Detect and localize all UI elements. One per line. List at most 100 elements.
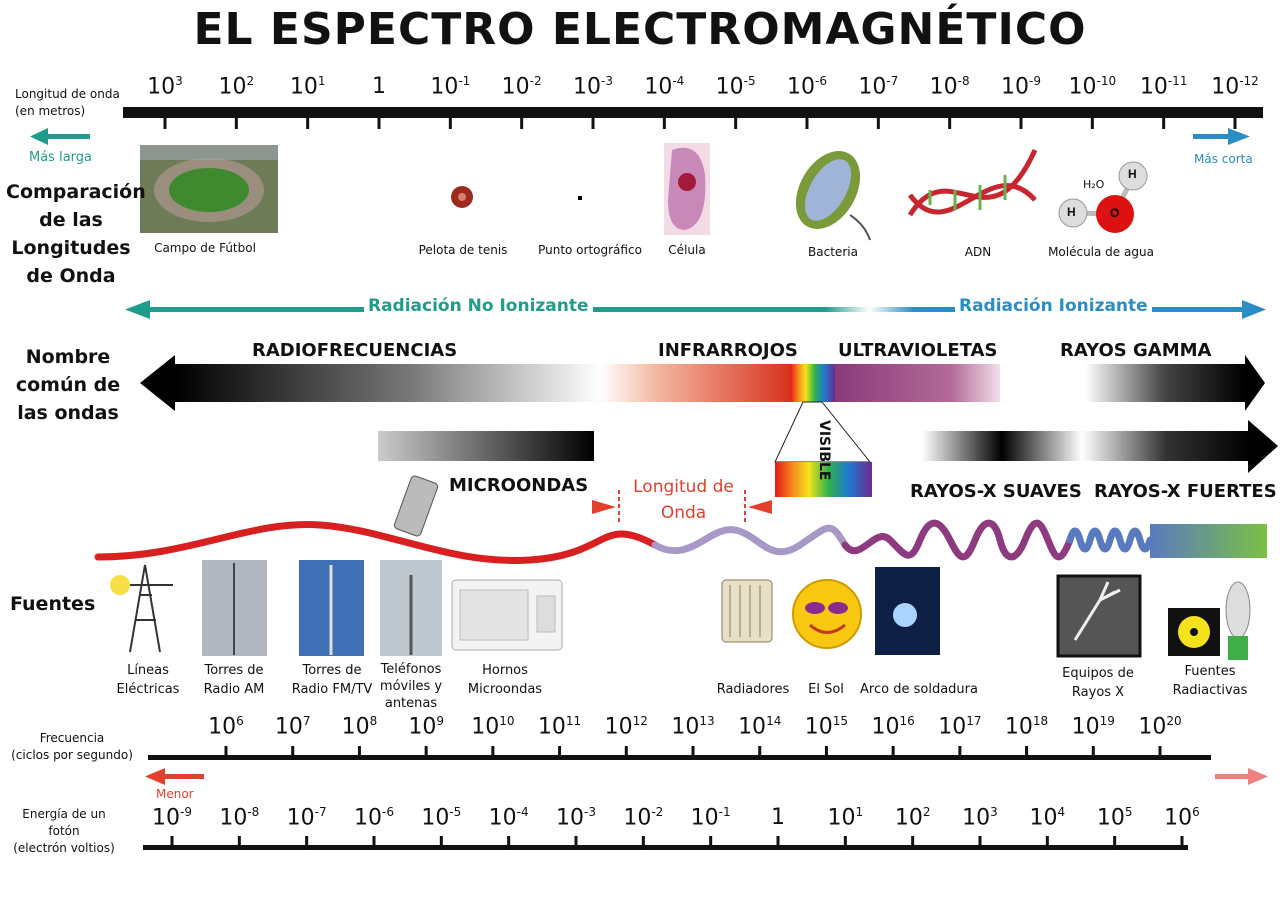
energy-axis (143, 845, 1188, 850)
wavelength-tick-mark (377, 107, 381, 129)
frequency-tick-mark (291, 746, 295, 760)
frequency-tick-mark (891, 746, 895, 760)
energy-tickmarks (170, 836, 1184, 850)
gamma-wave-end (1150, 524, 1267, 558)
frequency-tick-mark (1025, 746, 1029, 760)
frequency-tick-mark (958, 746, 962, 760)
energy-tick-mark (439, 836, 443, 850)
energy-tick-label: 10-1 (690, 805, 731, 831)
source-caption-xray: Equipos de Rayos X (1062, 666, 1134, 700)
water-o-label: O (1110, 206, 1120, 220)
wavelength-tick-label: 102 (218, 74, 255, 100)
dot-image (578, 196, 582, 200)
energy-tick-label: 101 (827, 805, 864, 831)
ultraviolet-band-label: ULTRAVIOLETAS (838, 340, 998, 361)
source-caption-power-lines: Líneas Eléctricas (116, 663, 180, 697)
source-caption-cell: Teléfonos móviles y antenas (379, 662, 443, 711)
energy-tick-mark (1180, 836, 1184, 850)
sun-image (792, 579, 862, 649)
energy-tick-label: 105 (1096, 805, 1133, 831)
source-caption-fm-tv: Torres de Radio FM/TV (291, 663, 373, 697)
energy-tick-label: 10-7 (286, 805, 327, 831)
frequency-tick-label: 109 (408, 714, 444, 740)
frequency-axis (148, 755, 1211, 760)
wavelength-tick-label: 10-6 (787, 74, 827, 100)
wavelength-indicator-label: Longitud de Onda (633, 477, 734, 523)
wavelength-tick-mark (662, 107, 666, 129)
wavelength-tick-mark (1233, 107, 1237, 129)
wavelength-tickmarks (163, 107, 1237, 129)
frequency-tick-mark (1091, 746, 1095, 760)
radioactive-source-image (1168, 581, 1251, 660)
infrared-band-label: INFRARROJOS (658, 340, 798, 361)
dna-caption: ADN (964, 245, 992, 259)
bacteria-caption: Bacteria (808, 245, 858, 259)
wave (94, 519, 1154, 564)
common-name-row-label: Nombre común de las ondas (15, 346, 121, 424)
cell-antenna-image (380, 560, 442, 656)
frequency-tick-label: 1016 (871, 714, 915, 740)
power-lines-image (110, 564, 173, 653)
soft-xray-label: RAYOS-X SUAVES (910, 481, 1082, 502)
wavelength-tick-mark (1162, 107, 1166, 129)
frequency-axis-label: Frecuencia (ciclos por segundo) (11, 731, 133, 762)
frequency-tick-mark (491, 746, 495, 760)
frequency-tick-mark (357, 746, 361, 760)
frequency-tick-label: 1013 (671, 714, 715, 740)
xray-equipment-image (1056, 574, 1142, 658)
water-h-label-top: H (1128, 167, 1137, 181)
frequency-tick-label: 1015 (804, 714, 849, 740)
frequency-tick-label: 1011 (537, 714, 582, 740)
higher-arrow (1215, 768, 1268, 785)
frequency-tick-label: 1017 (938, 714, 982, 740)
source-caption-radiator: Radiadores (716, 682, 790, 697)
gamma-band-label: RAYOS GAMMA (1060, 340, 1212, 361)
energy-tick-mark (305, 836, 309, 850)
energy-tick-mark (1113, 836, 1117, 850)
energy-axis-label: Energía de un fotón (electrón voltios) (13, 807, 115, 855)
energy-tick-label: 1 (771, 805, 785, 830)
visible-spectrum-zoom (774, 401, 872, 497)
cell-caption: Célula (668, 243, 706, 257)
wavelength-tick-mark (734, 107, 738, 129)
water-formula-label: H₂O (1083, 178, 1105, 191)
wavelength-tick-label: 10-10 (1068, 74, 1117, 100)
wavelength-tick-label: 1 (372, 74, 386, 99)
stadium-image (140, 145, 278, 233)
frequency-tick-label: 107 (274, 714, 311, 740)
source-caption-welding: Arco de soldadura (860, 682, 978, 697)
sources-row-label: Fuentes (10, 593, 96, 615)
phone-image (393, 475, 439, 537)
frequency-tick-label: 1019 (1071, 714, 1115, 740)
longer-label: Más larga (29, 150, 93, 165)
bacteria-image (795, 151, 871, 241)
energy-tick-label: 102 (894, 805, 931, 831)
tennis-ball-image (451, 186, 473, 208)
wavelength-tick-mark (876, 107, 880, 129)
soft-xray-band (922, 431, 1082, 461)
frequency-tick-label: 1010 (471, 714, 515, 740)
wavelength-tick-mark (948, 107, 952, 129)
dna-image (907, 148, 1038, 217)
wavelength-tick-label: 101 (289, 74, 326, 100)
frequency-tick-mark (224, 746, 228, 760)
energy-tick-label: 10-4 (488, 805, 529, 831)
energy-tick-label: 103 (962, 805, 998, 831)
shorter-arrow (1193, 128, 1250, 145)
energy-tick-mark (843, 836, 847, 850)
wavelength-tick-label: 10-1 (430, 74, 471, 100)
wavelength-tick-label: 10-5 (715, 74, 756, 100)
energy-tick-label: 106 (1164, 805, 1200, 831)
visible-band-label: VISIBLE (816, 420, 832, 481)
frequency-tick-label: 1020 (1138, 714, 1182, 740)
dot-caption: Punto ortográfico (538, 243, 642, 257)
frequency-tick-label: 1012 (604, 714, 648, 740)
source-caption-microwave: Hornos Microondas (467, 663, 543, 697)
water-molecule-image (1058, 161, 1148, 233)
energy-tick-mark (1045, 836, 1049, 850)
energy-tick-mark (507, 836, 511, 850)
frequency-tick-mark (558, 746, 562, 760)
source-caption-am: Torres de Radio AM (203, 663, 265, 697)
energy-tick-mark (237, 836, 241, 850)
